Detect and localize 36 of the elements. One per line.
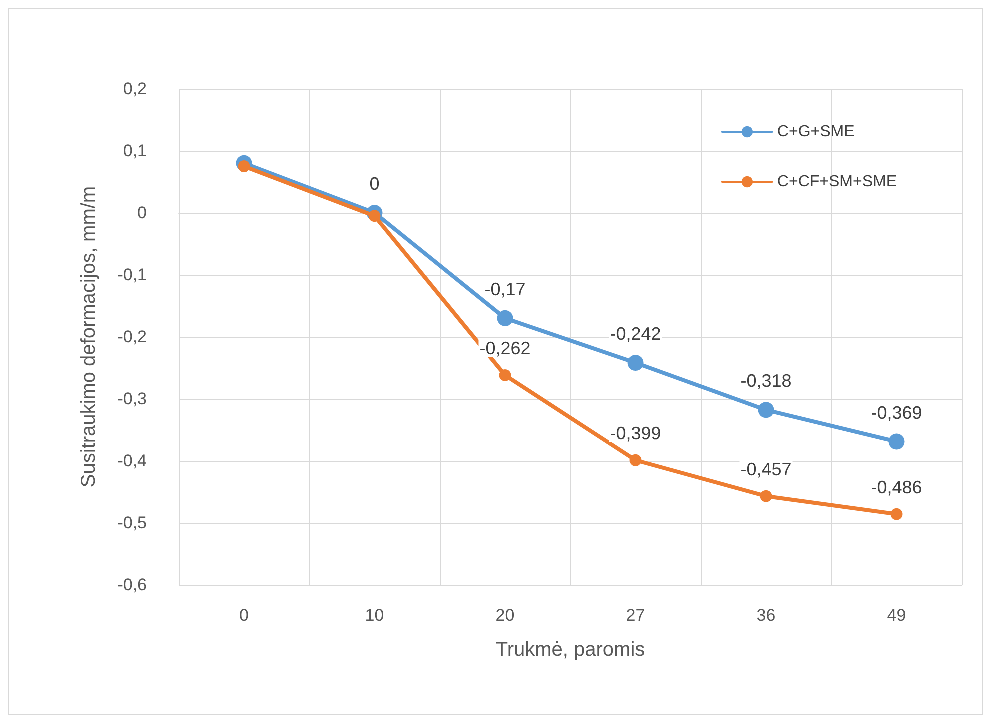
- data-label: -0,369: [871, 402, 922, 423]
- y-axis-title: Susitraukimo deformacijos, mm/m: [78, 186, 100, 488]
- data-label: -0,486: [871, 477, 922, 498]
- legend-label: C+CF+SM+SME: [777, 174, 898, 190]
- x-tick-label: 36: [756, 606, 776, 625]
- x-tick-label: 0: [240, 606, 249, 625]
- x-axis-title: Trukmė, paromis: [496, 639, 646, 661]
- point: [497, 310, 514, 326]
- y-tick-label: -0,4: [118, 452, 147, 470]
- x-tick-label: 10: [365, 606, 384, 625]
- data-label: -0,399: [610, 423, 662, 444]
- point: [758, 402, 774, 418]
- x-tick-label: 49: [887, 606, 906, 625]
- point: [890, 508, 903, 520]
- y-tick-label: -0,3: [118, 390, 147, 408]
- data-label: -0,242: [610, 324, 662, 344]
- point: [888, 434, 905, 450]
- x-tick-label: 20: [496, 606, 515, 625]
- point: [628, 355, 644, 372]
- y-tick-label: 0: [138, 204, 147, 222]
- point: [499, 369, 512, 382]
- y-tick-label: -0,6: [118, 576, 147, 594]
- data-label: -0,262: [480, 338, 531, 358]
- data-label: 0: [370, 174, 380, 194]
- y-tick-label: -0,5: [118, 514, 147, 532]
- x-tick-label: 27: [626, 606, 646, 625]
- y-tick-label: -0,2: [118, 328, 147, 346]
- data-label: -0,457: [740, 459, 792, 480]
- legend-label: C+G+SME: [777, 124, 855, 140]
- y-tick-label: 0,2: [123, 80, 147, 98]
- y-tick-label: -0,1: [118, 266, 147, 284]
- y-tick-label: 0,1: [123, 142, 147, 160]
- data-label: -0,17: [484, 279, 526, 300]
- point: [760, 490, 772, 502]
- point: [630, 454, 642, 466]
- data-label: -0,318: [740, 371, 792, 392]
